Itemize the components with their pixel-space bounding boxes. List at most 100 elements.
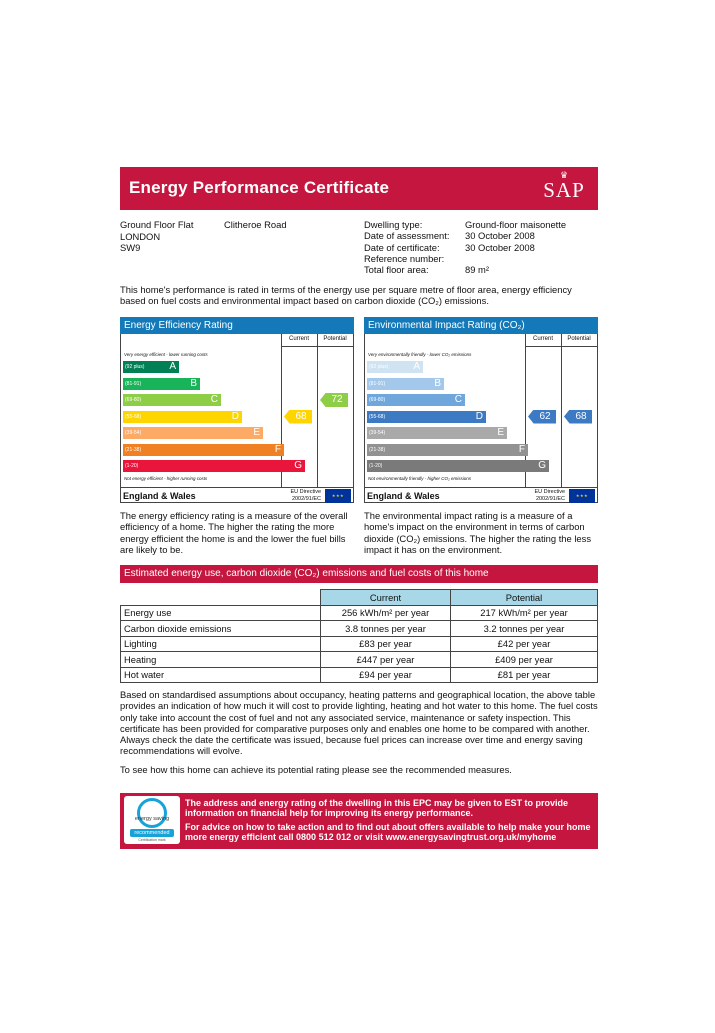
table-header-row: Current Potential xyxy=(120,589,598,606)
address-line1: Ground Floor Flat xyxy=(120,219,194,230)
region-label: England & Wales xyxy=(123,491,196,501)
row-potential: £42 per year xyxy=(450,635,598,652)
see-measures-text: To see how this home can achieve its pot… xyxy=(120,764,512,775)
row-current: £447 per year xyxy=(320,651,451,668)
row-label: Hot water xyxy=(120,666,321,683)
energy-saving-circle-icon xyxy=(137,798,167,828)
row-potential: 217 kWh/m² per year xyxy=(450,604,598,621)
rating-band-d: (55-68) D xyxy=(123,410,242,423)
environmental-impact-rating: Environmental Impact Rating (CO₂) Curren… xyxy=(364,317,598,503)
band-range: (81-91) xyxy=(369,380,386,387)
detail-label: Date of certificate: xyxy=(364,241,440,253)
row-current: 256 kWh/m² per year xyxy=(320,604,451,621)
band-range: (81-91) xyxy=(125,380,142,387)
band-range: (21-38) xyxy=(125,446,142,453)
band-range: (39-54) xyxy=(369,430,386,436)
rating-band-e: (39-54) E xyxy=(367,427,507,439)
efficiency-description: The energy efficiency rating is a measur… xyxy=(120,510,348,555)
current-column-label: Current xyxy=(532,336,553,342)
detail-value xyxy=(465,253,585,264)
row-label: Lighting xyxy=(120,635,321,652)
band-letter: D xyxy=(231,410,239,422)
page-title: Energy Performance Certificate xyxy=(129,178,390,197)
rating-band-a: (92 plus) A xyxy=(123,361,179,373)
row-current: £94 per year xyxy=(320,666,451,683)
environment-grid: Current Potential Very environmentally f… xyxy=(365,334,597,487)
dwelling-details: Dwelling type: Ground-floor maisonette Da… xyxy=(364,219,585,275)
rating-band-f: (21-38) F xyxy=(123,443,284,456)
band-range: (69-80) xyxy=(369,397,386,403)
eu-flag-icon: ★★★ xyxy=(325,489,351,503)
row-current: £83 per year xyxy=(320,635,451,652)
address-street: Clitheroe Road xyxy=(224,219,287,230)
detail-label: Total floor area: xyxy=(364,264,429,276)
region-label: England & Wales xyxy=(367,491,440,501)
band-letter: B xyxy=(190,377,197,389)
certificate-header: Energy Performance Certificate ♛ SAP xyxy=(120,167,598,210)
potential-header: Potential xyxy=(450,589,598,606)
row-current: 3.8 tonnes per year xyxy=(320,620,451,637)
top-note: Very energy efficient - lower running co… xyxy=(124,352,208,357)
detail-label: Reference number: xyxy=(364,252,445,264)
table-row: Energy use 256 kWh/m² per year 217 kWh/m… xyxy=(120,604,598,621)
table-row: Carbon dioxide emissions 3.8 tonnes per … xyxy=(120,620,598,637)
detail-value: 30 October 2008 xyxy=(465,230,535,242)
table-row: Lighting £83 per year £42 per year xyxy=(120,635,598,652)
environment-title: Environmental Impact Rating (CO₂) xyxy=(364,317,598,334)
address-city: LONDON xyxy=(120,231,161,242)
rating-band-d: (55-68) D xyxy=(367,410,486,423)
row-potential: £409 per year xyxy=(450,651,598,668)
band-range: (1-20) xyxy=(369,463,383,469)
band-letter: B xyxy=(434,377,441,389)
potential-column-label: Potential xyxy=(567,336,591,342)
efficiency-title: Energy Efficiency Rating xyxy=(120,317,354,334)
band-range: (1-20) xyxy=(125,463,139,469)
est-line2: For advice on how to take action and to … xyxy=(185,822,591,843)
band-range: (39-54) xyxy=(125,430,142,436)
costs-table: Current Potential Energy use 256 kWh/m² … xyxy=(120,589,598,683)
assumptions-text: Based on standardised assumptions about … xyxy=(120,689,598,757)
address-postcode: SW9 xyxy=(120,242,141,253)
band-letter: G xyxy=(538,460,546,471)
band-range: (92 plus) xyxy=(125,364,145,370)
current-header: Current xyxy=(320,589,451,606)
rating-band-b: (81-91) B xyxy=(123,377,200,390)
band-letter: C xyxy=(454,394,462,405)
costs-title: Estimated energy use, carbon dioxide (CO… xyxy=(120,565,598,583)
detail-label: Dwelling type: xyxy=(364,219,423,230)
detail-value: Ground-floor maisonette xyxy=(465,219,567,230)
current-column-label: Current xyxy=(288,336,309,342)
current-rating-arrow: 62 xyxy=(528,409,556,424)
efficiency-grid: Current Potential Very energy efficient … xyxy=(121,334,353,487)
band-range: (92 plus) xyxy=(369,364,389,370)
rating-band-e: (39-54) E xyxy=(123,427,263,439)
sap-logo: ♛ SAP xyxy=(538,171,590,207)
band-letter: F xyxy=(518,443,525,455)
row-potential: £81 per year xyxy=(450,666,598,683)
rating-footer: England & Wales EU Directive 2002/91/EC … xyxy=(121,487,353,503)
row-label: Carbon dioxide emissions xyxy=(120,620,321,637)
rating-footer: England & Wales EU Directive 2002/91/EC … xyxy=(365,487,597,503)
band-letter: D xyxy=(475,410,483,422)
detail-value: 30 October 2008 xyxy=(465,241,535,253)
detail-value: 89 m² xyxy=(465,264,489,276)
band-range: (21-38) xyxy=(369,446,386,453)
intro-text: This home's performance is rated in term… xyxy=(120,284,572,307)
rating-band-g: (1-20) G xyxy=(123,460,305,472)
row-label: Heating xyxy=(120,651,321,668)
eu-directive: EU Directive 2002/91/EC xyxy=(290,489,321,502)
table-row: Hot water £94 per year £81 per year xyxy=(120,666,598,683)
band-range: (69-80) xyxy=(125,397,142,403)
band-range: (55-68) xyxy=(125,413,142,420)
crown-icon: ♛ xyxy=(559,170,569,180)
row-potential: 3.2 tonnes per year xyxy=(450,620,598,637)
logo-cert: Certification mark xyxy=(138,838,166,842)
bottom-note: Not energy efficient - higher running co… xyxy=(124,476,208,481)
environment-description: The environmental impact rating is a mea… xyxy=(364,510,592,555)
rating-band-c: (69-80) C xyxy=(367,394,465,406)
band-range: (55-68) xyxy=(369,413,386,420)
band-letter: E xyxy=(253,427,260,438)
bottom-note: Not environmentally friendly - higher CO… xyxy=(368,476,472,481)
est-banner: energy saving recommended Certification … xyxy=(120,793,598,849)
logo-text: energy saving xyxy=(134,816,170,822)
